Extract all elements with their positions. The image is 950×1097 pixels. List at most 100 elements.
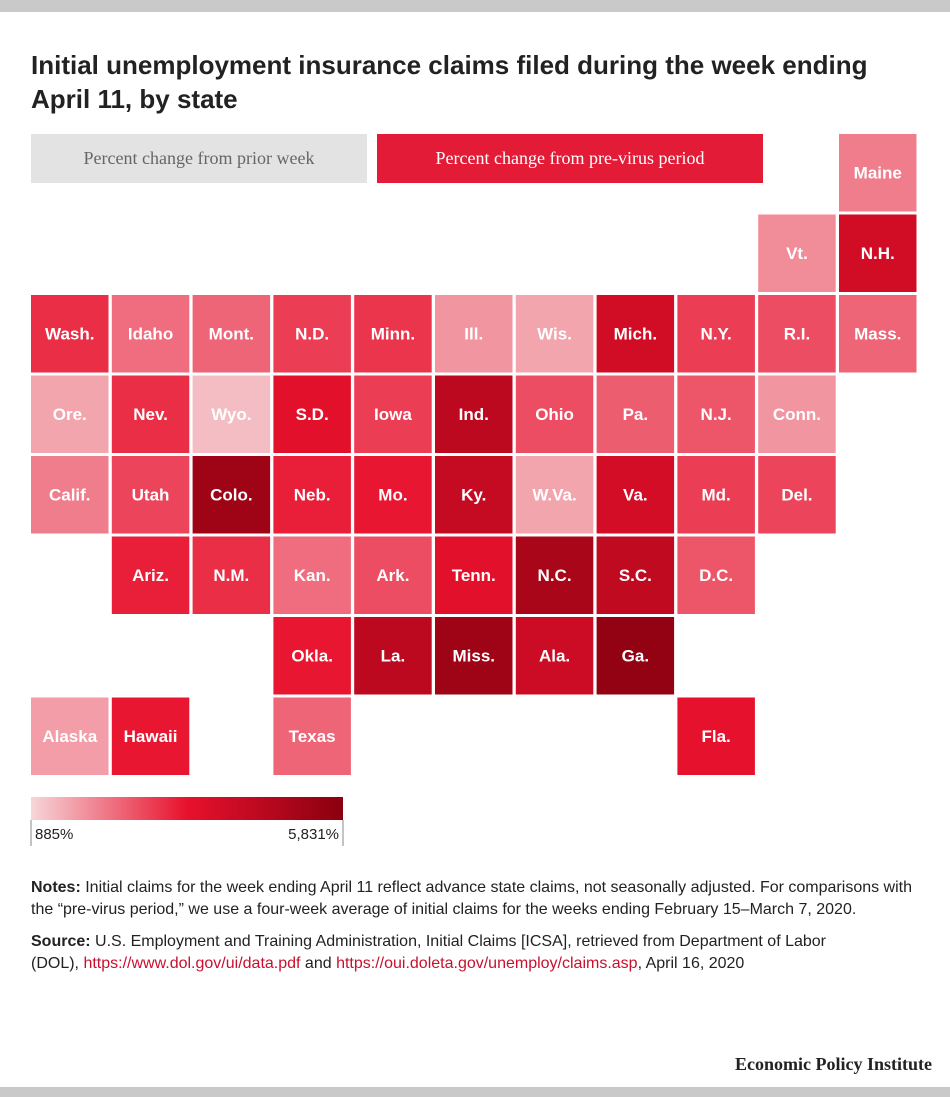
- state-tile: [435, 295, 513, 373]
- state-tile: [192, 295, 271, 373]
- state-tile: [515, 536, 594, 614]
- state-label: Pa.: [623, 405, 649, 424]
- state-label: Kan.: [294, 566, 331, 585]
- state-tile: [758, 375, 836, 453]
- state-label: R.I.: [784, 324, 810, 343]
- state-tile: [273, 697, 351, 775]
- state-label: D.C.: [699, 566, 733, 585]
- state-label: Minn.: [371, 324, 415, 343]
- state-label: Utah: [132, 485, 170, 504]
- state-tile: [31, 375, 109, 453]
- state-label: Tenn.: [452, 566, 496, 585]
- state-tile: [192, 536, 271, 614]
- source-link[interactable]: https://oui.doleta.gov/unemploy/claims.a…: [336, 955, 638, 972]
- state-label: Mont.: [209, 324, 254, 343]
- state-label: Conn.: [773, 405, 821, 424]
- state-tile: [435, 617, 513, 695]
- tab-button[interactable]: [377, 134, 763, 183]
- chart: Percent change from prior week Percent ch…: [30, 134, 917, 846]
- state-tile: [354, 295, 432, 373]
- source-label: Source:: [31, 933, 91, 950]
- state-tile: [273, 456, 351, 534]
- state-tile: [677, 295, 755, 373]
- state-tile: [354, 375, 432, 453]
- notes-label: Notes:: [31, 879, 81, 896]
- state-label: W.Va.: [532, 485, 576, 504]
- state-tile: [839, 134, 917, 212]
- color-legend: [31, 797, 343, 820]
- state-label: Okla.: [291, 646, 333, 665]
- state-tile: [192, 375, 271, 453]
- state-label: Hawaii: [124, 727, 178, 746]
- state-label: Ky.: [461, 485, 486, 504]
- tab-button[interactable]: [31, 134, 367, 183]
- state-tile: [31, 456, 109, 534]
- state-label: Mich.: [614, 324, 657, 343]
- state-label: Mo.: [378, 485, 407, 504]
- state-tile: [435, 456, 513, 534]
- state-label: Texas: [289, 727, 336, 746]
- state-label: Vt.: [786, 244, 808, 263]
- notes-paragraph: Notes: Initial claims for the week endin…: [31, 877, 926, 921]
- state-label: Ark.: [376, 566, 409, 585]
- state-label: N.M.: [213, 566, 249, 585]
- state-tile: [111, 375, 190, 453]
- state-label: Calif.: [49, 485, 91, 504]
- state-tile: [677, 456, 755, 534]
- state-tile: [354, 617, 432, 695]
- state-label: Ohio: [535, 405, 574, 424]
- chart-title: Initial unemployment insurance claims fi…: [31, 50, 868, 114]
- state-tile: [515, 375, 594, 453]
- state-tile: [111, 295, 190, 373]
- state-label: Fla.: [702, 727, 731, 746]
- state-label: Md.: [702, 485, 731, 504]
- state-label: Ind.: [459, 405, 489, 424]
- source-paragraph: Source: U.S. Employment and Training Adm…: [31, 931, 926, 975]
- state-label: S.D.: [296, 405, 329, 424]
- state-tile: [596, 375, 675, 453]
- state-label: Va.: [623, 485, 648, 504]
- credit: Economic Policy Institute: [735, 1054, 932, 1074]
- state-tile: [839, 214, 917, 292]
- state-tile: [354, 536, 432, 614]
- state-tile: [515, 617, 594, 695]
- state-label: Colo.: [210, 485, 253, 504]
- state-label: Ore.: [53, 405, 87, 424]
- state-tile: [677, 697, 755, 775]
- state-tile: [515, 456, 594, 534]
- state-label: Ga.: [622, 646, 649, 665]
- source-text: (DOL),: [31, 955, 79, 972]
- state-tile: [596, 295, 675, 373]
- state-label: N.D.: [295, 324, 329, 343]
- state-tile: [596, 617, 675, 695]
- state-tile: [111, 697, 190, 775]
- top-border: [0, 0, 950, 12]
- state-label: S.C.: [619, 566, 652, 585]
- state-label: N.J.: [701, 405, 732, 424]
- source-text: and: [304, 955, 332, 972]
- state-tile: [758, 214, 836, 292]
- state-label: Idaho: [128, 324, 173, 343]
- state-tile: [273, 375, 351, 453]
- notes: Notes: Initial claims for the week endin…: [31, 877, 926, 985]
- state-label: Wis.: [537, 324, 572, 343]
- tab-label[interactable]: Percent change from prior week: [84, 148, 315, 168]
- tab-label[interactable]: Percent change from pre-virus period: [436, 148, 705, 168]
- state-tile: [596, 536, 675, 614]
- state-label: La.: [381, 646, 406, 665]
- state-tile: [596, 456, 675, 534]
- state-tile: [758, 295, 836, 373]
- state-tile: [273, 295, 351, 373]
- state-label: Ariz.: [132, 566, 169, 585]
- state-tile: [31, 697, 109, 775]
- state-label: Iowa: [374, 405, 412, 424]
- state-tile: [354, 456, 432, 534]
- state-tile: [273, 617, 351, 695]
- state-label: Ala.: [539, 646, 570, 665]
- state-label: Del.: [781, 485, 812, 504]
- state-tile: [677, 536, 755, 614]
- source-link[interactable]: https://www.dol.gov/ui/data.pdf: [83, 955, 301, 972]
- state-label: Alaska: [42, 727, 97, 746]
- state-tile: [273, 536, 351, 614]
- state-label: Miss.: [452, 646, 495, 665]
